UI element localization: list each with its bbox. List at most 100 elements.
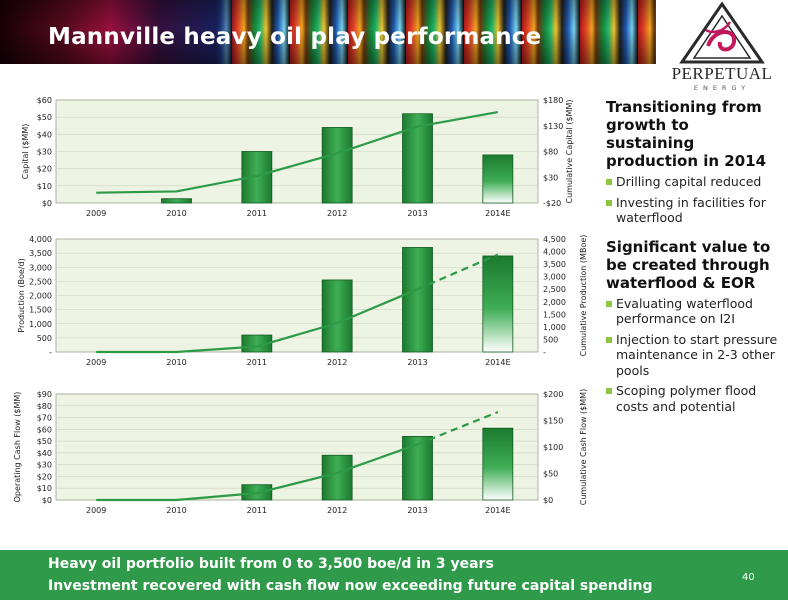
y-tick-label: $60	[37, 425, 52, 434]
bullet-facilities: Investing in facilities for waterflood	[606, 195, 782, 226]
y2-axis-label: Cumulative Production (MBoe)	[579, 235, 588, 357]
y-tick-label: $80	[37, 402, 52, 411]
y-tick-label: $10	[37, 182, 52, 191]
y2-tick-label: -$20	[543, 199, 561, 208]
heading-transitioning: Transitioning from growth to sustaining …	[606, 98, 767, 170]
x-tick-label: 2011	[247, 358, 267, 367]
cumulative-line	[96, 111, 499, 194]
x-tick-label: 2009	[86, 358, 106, 367]
x-tick-label: 2012	[327, 358, 347, 367]
cumulative-line-forecast	[417, 253, 499, 291]
footer-line-1: Heavy oil portfolio built from 0 to 3,50…	[48, 556, 494, 572]
y-tick-label: $40	[37, 449, 52, 458]
y2-tick-label: $80	[543, 148, 558, 157]
y-tick-label: 2,500	[29, 277, 52, 286]
logo-subtitle: ENERGY	[693, 84, 751, 92]
y-tick-label: $20	[37, 165, 52, 174]
x-tick-label: 2013	[407, 209, 427, 218]
x-tick-label: 2014E	[485, 209, 510, 218]
bar	[482, 427, 514, 501]
y2-tick-label: 2,500	[543, 285, 566, 294]
y-tick-label: 1,500	[29, 306, 52, 315]
bar	[402, 247, 433, 353]
x-tick-label: 2009	[86, 209, 106, 218]
y-tick-label: $50	[37, 437, 52, 446]
triangle-swirl-logo-icon	[679, 2, 765, 64]
y-tick-label: 3,000	[29, 263, 52, 272]
x-tick-label: 2013	[407, 358, 427, 367]
y2-tick-label: 3,500	[543, 260, 566, 269]
bullet-evaluating: Evaluating waterflood performance on I2I	[606, 296, 782, 327]
y2-tick-label: $30	[543, 173, 558, 182]
bar	[482, 154, 514, 204]
y-tick-label: 2,000	[29, 292, 52, 301]
y-tick-label: $30	[37, 461, 52, 470]
heading-significant-value: Significant value to be created through …	[606, 237, 771, 292]
y2-tick-label: 500	[543, 335, 558, 344]
y2-tick-label: $130	[543, 122, 563, 131]
y2-tick-label: $100	[543, 443, 563, 452]
y2-tick-label: $50	[543, 470, 558, 479]
bar	[402, 113, 433, 204]
y-axis-label: Capital ($MM)	[21, 124, 30, 180]
x-tick-label: 2009	[86, 506, 106, 515]
right-panel: Transitioning from growth to sustaining …	[606, 98, 782, 419]
y2-tick-label: 1,500	[543, 310, 566, 319]
cumulative-line	[96, 288, 418, 354]
production-chart: - 500 1,000 1,500 2,000 2,500 3,000 3,500 4,000 -…	[17, 235, 588, 367]
bullet-polymer: Scoping polymer flood costs and potentia…	[606, 383, 782, 414]
bar	[321, 454, 353, 501]
bar	[161, 198, 192, 204]
capital-chart: $0 $10 $20 $30 $40 $50 $60 -$20 $30 $80 $130 $180 Ca…	[21, 96, 574, 218]
x-tick-label: 2014E	[485, 506, 510, 515]
y-tick-label: 500	[37, 334, 52, 343]
y-tick-label: $50	[37, 113, 52, 122]
cumulative-line-forecast	[417, 410, 499, 446]
y-tick-label: $90	[37, 390, 52, 399]
cash-flow-chart: $0 $10 $20 $30 $40 $50 $60 $70 $80 $90 $0 $50 $100 $1…	[13, 389, 588, 515]
y-tick-label: $10	[37, 484, 52, 493]
x-tick-label: 2010	[166, 209, 186, 218]
bar	[402, 436, 433, 501]
x-tick-label: 2012	[327, 506, 347, 515]
y-axis-label: Operating Cash Flow ($MM)	[13, 392, 22, 503]
x-tick-label: 2014E	[485, 358, 510, 367]
bullet-injection: Injection to start pressure maintenance …	[606, 332, 782, 379]
y2-tick-label: 3,000	[543, 273, 566, 282]
page-number: 40	[742, 572, 755, 583]
y2-tick-label: 1,000	[543, 323, 566, 332]
logo-wordmark: PERPETUAL	[671, 64, 773, 83]
y-tick-label: $40	[37, 130, 52, 139]
footer-bar: Heavy oil portfolio built from 0 to 3,50…	[0, 550, 788, 600]
x-tick-label: 2011	[247, 506, 267, 515]
bar	[482, 255, 514, 353]
bullet-drilling: Drilling capital reduced	[606, 174, 782, 190]
y2-tick-label: -	[543, 348, 546, 357]
y-tick-label: 3,500	[29, 249, 52, 258]
x-tick-label: 2013	[407, 506, 427, 515]
y-tick-label: $20	[37, 472, 52, 481]
y-tick-label: $70	[37, 414, 52, 423]
y-tick-label: $0	[42, 199, 52, 208]
y-tick-label: $0	[42, 496, 52, 505]
y2-tick-label: $180	[543, 96, 563, 105]
cumulative-line	[96, 443, 418, 502]
y-tick-label: 4,000	[29, 235, 52, 244]
y2-tick-label: 4,500	[543, 235, 566, 244]
bar	[321, 279, 353, 353]
x-tick-label: 2011	[247, 209, 267, 218]
bar	[321, 127, 353, 204]
y-tick-label: $30	[37, 148, 52, 157]
y2-tick-label: $150	[543, 417, 563, 426]
page-title: Mannville heavy oil play performance	[48, 24, 542, 50]
y2-axis-label: Cumulative Capital ($MM)	[565, 100, 574, 204]
y2-tick-label: 2,000	[543, 298, 566, 307]
y2-tick-label: 4,000	[543, 248, 566, 257]
company-logo: PERPETUAL ENERGY	[656, 0, 788, 96]
x-tick-label: 2010	[166, 506, 186, 515]
y-tick-label: -	[49, 348, 52, 357]
y2-axis-label: Cumulative Cash Flow ($MM)	[579, 389, 588, 505]
x-tick-label: 2010	[166, 358, 186, 367]
x-tick-label: 2012	[327, 209, 347, 218]
y-tick-label: $60	[37, 96, 52, 105]
